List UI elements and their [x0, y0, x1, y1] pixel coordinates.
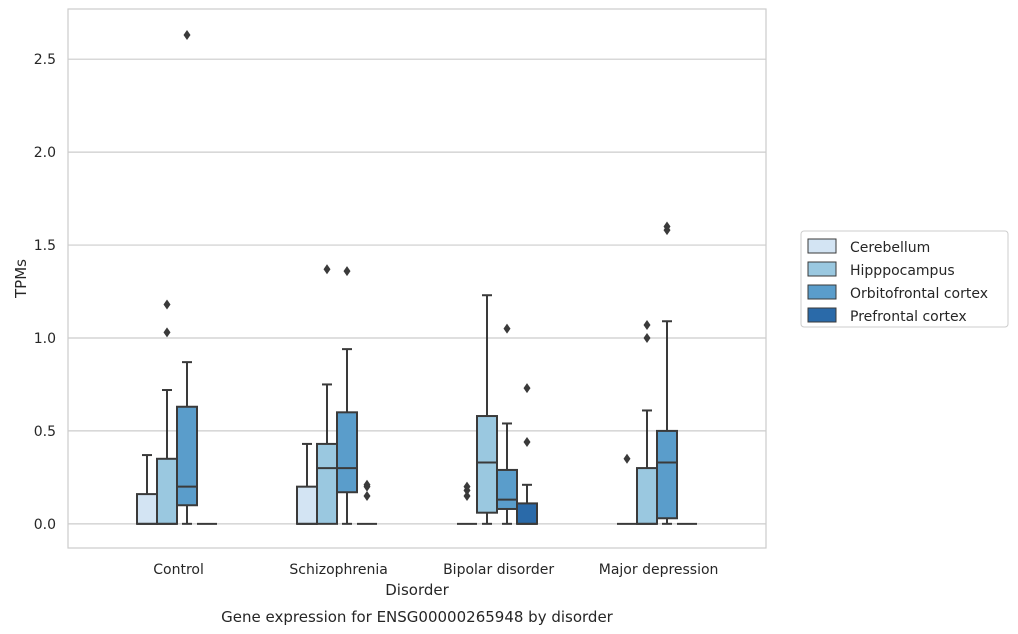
box-1-2	[336, 266, 358, 525]
box-2-3	[516, 383, 538, 525]
box-rect	[656, 429, 678, 520]
box-2-1	[476, 294, 498, 525]
x-tick-label: Schizophrenia	[289, 562, 387, 578]
legend-label: Orbitofrontal cortex	[850, 286, 988, 302]
outlier-point	[523, 437, 531, 448]
outlier-point	[463, 481, 471, 492]
chart-caption: Gene expression for ENSG00000265948 by d…	[221, 608, 614, 626]
legend-frame	[800, 230, 1009, 328]
box-3-2	[656, 221, 678, 525]
outlier-point	[643, 332, 651, 343]
box-1-0	[296, 442, 318, 525]
outlier-point	[663, 221, 671, 232]
y-tick-label: 0.5	[34, 424, 56, 440]
outlier-point	[623, 453, 631, 464]
box-rect	[336, 411, 358, 494]
legend-label: Hipppocampus	[850, 263, 955, 279]
box-0-2	[176, 30, 198, 525]
box-0-0	[136, 454, 158, 525]
box-0-1	[156, 299, 178, 525]
legend-swatch	[807, 284, 837, 300]
box-1-1	[316, 264, 338, 525]
outlier-point	[363, 479, 371, 490]
outlier-point	[323, 264, 331, 275]
y-axis-title: TPMs	[12, 259, 30, 299]
legend-label: Prefrontal cortex	[850, 309, 967, 325]
legend: Cerebellum Hipppocampus Orbitofrontal cort…	[800, 230, 1009, 328]
x-tick-label: Control	[153, 562, 204, 578]
outlier-point	[363, 490, 371, 501]
legend-swatch	[807, 238, 837, 254]
y-tick-label: 2.0	[34, 145, 56, 161]
outlier-point	[183, 30, 191, 41]
outlier-point	[463, 490, 471, 501]
box-plot-boxes	[136, 30, 697, 525]
x-axis-title: Disorder	[385, 581, 449, 599]
plot-frame	[67, 8, 767, 549]
y-tick-label: 0.0	[34, 517, 56, 533]
box-rect	[496, 468, 518, 510]
box-rect	[476, 415, 498, 514]
y-tick-labels: 0.0 0.5 1.0 1.5 2.0 2.5	[34, 52, 56, 533]
box-rect	[296, 485, 318, 525]
outlier-point	[503, 323, 511, 334]
y-tick-label: 1.5	[34, 238, 56, 254]
x-tick-labels: Control Schizophrenia Bipolar disorder Majo…	[153, 562, 718, 578]
box-rect	[516, 502, 538, 525]
box-rect	[176, 405, 198, 507]
x-tick-label: Major depression	[599, 562, 719, 578]
box-2-0	[457, 481, 477, 525]
outlier-point	[163, 327, 171, 338]
legend-swatch	[807, 307, 837, 323]
box-rect	[636, 467, 658, 525]
outlier-point	[523, 383, 531, 394]
box-1-3	[357, 479, 377, 525]
x-tick-label: Bipolar disorder	[443, 562, 554, 578]
box-2-2	[496, 323, 518, 525]
box-rect	[136, 493, 158, 525]
legend-label: Cerebellum	[850, 240, 930, 256]
box-3-1	[636, 319, 658, 525]
legend-swatch	[807, 261, 837, 277]
box-3-0	[617, 453, 637, 525]
outlier-point	[643, 319, 651, 330]
outlier-point	[343, 266, 351, 277]
outlier-point	[163, 299, 171, 310]
box-rect	[156, 457, 178, 525]
y-tick-label: 2.5	[34, 52, 56, 68]
box-rect	[316, 442, 338, 525]
y-tick-label: 1.0	[34, 331, 56, 347]
